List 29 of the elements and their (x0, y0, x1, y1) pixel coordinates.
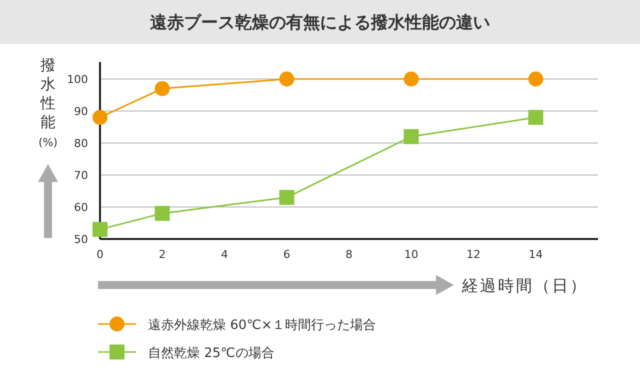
point (154, 206, 170, 221)
x-tick-label: 6 (283, 248, 290, 261)
legend-label: 遠赤外線乾燥 60℃×１時間行った場合 (148, 318, 376, 333)
y-tick-label: 70 (74, 169, 88, 182)
y-tick-label: 100 (67, 73, 88, 86)
x-tick-label: 0 (96, 248, 104, 261)
point (92, 110, 108, 125)
point (404, 72, 419, 86)
y-tick-label: 80 (74, 137, 88, 150)
y-tick-label: 50 (74, 233, 88, 246)
point (154, 81, 170, 96)
x-tick-label: 4 (221, 248, 228, 261)
x-tick-label: 14 (528, 248, 543, 261)
x-tick-label: 2 (158, 248, 166, 261)
chart-title: 遠赤ブース乾燥の有無による撥水性能の違い (150, 13, 490, 33)
point (404, 129, 419, 144)
legend-label: 自然乾燥 25℃の場合 (148, 346, 274, 361)
x-tick-label: 12 (466, 248, 480, 261)
point (528, 72, 544, 86)
point (279, 72, 294, 86)
y-axis-title: 撥水性能(%) (38, 56, 58, 149)
point (279, 190, 294, 205)
point (528, 110, 544, 125)
point (92, 222, 108, 237)
x-tick-label: 10 (404, 248, 418, 261)
y-tick-label: 90 (74, 105, 88, 118)
x-axis-title: 経過時間（日） (461, 276, 588, 295)
y-tick-label: 60 (74, 201, 88, 214)
x-tick-label: 8 (346, 248, 352, 261)
